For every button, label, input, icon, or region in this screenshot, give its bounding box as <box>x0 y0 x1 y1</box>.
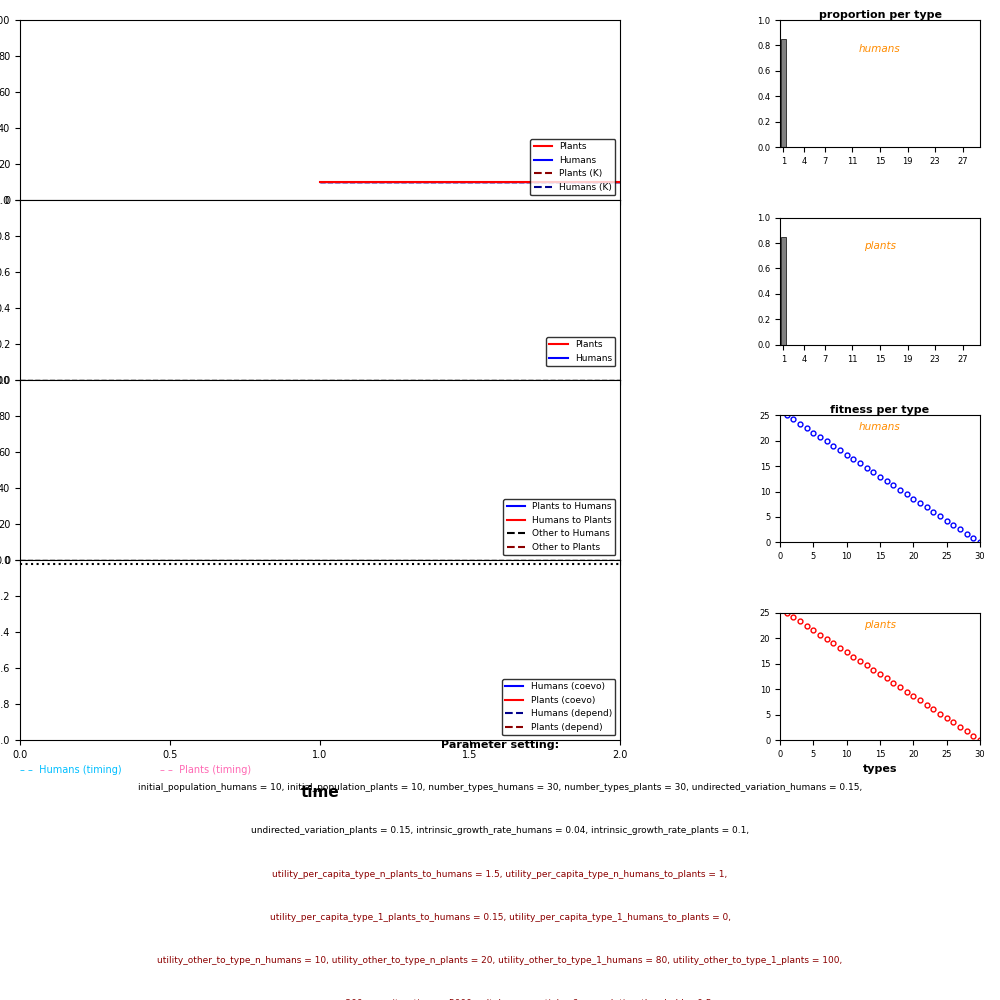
Legend: Plants, Humans: Plants, Humans <box>546 337 615 366</box>
Text: Parameter setting:: Parameter setting: <box>441 740 559 750</box>
X-axis label: types: types <box>863 764 897 774</box>
Text: undirected_variation_plants = 0.15, intrinsic_growth_rate_humans = 0.04, intrins: undirected_variation_plants = 0.15, intr… <box>251 826 749 835</box>
Text: initial_population_humans = 10, initial_population_plants = 10, number_types_hum: initial_population_humans = 10, initial_… <box>138 783 862 792</box>
Text: utility_per_capita_type_n_plants_to_humans = 1.5, utility_per_capita_type_n_huma: utility_per_capita_type_n_plants_to_huma… <box>272 870 728 879</box>
Text: humans: humans <box>859 422 901 432</box>
Bar <box>781 237 786 345</box>
Text: plants: plants <box>864 241 896 251</box>
Text: – –  Humans (timing): – – Humans (timing) <box>20 765 122 775</box>
Legend: Humans (coevo), Plants (coevo), Humans (depend), Plants (depend): Humans (coevo), Plants (coevo), Humans (… <box>502 679 615 735</box>
Bar <box>781 39 786 147</box>
Legend: Plants to Humans, Humans to Plants, Other to Humans, Other to Plants: Plants to Humans, Humans to Plants, Othe… <box>503 499 615 555</box>
Title: proportion per type: proportion per type <box>819 10 942 20</box>
Title: fitness per type: fitness per type <box>830 405 930 415</box>
Text: plants: plants <box>864 620 896 630</box>
Text: – –  Plants (timing): – – Plants (timing) <box>160 765 251 775</box>
Text: humans: humans <box>859 44 901 54</box>
Text: utility_other_to_type_n_humans = 10, utility_other_to_type_n_plants = 20, utilit: utility_other_to_type_n_humans = 10, uti… <box>157 956 843 965</box>
Text: time: time <box>301 785 339 800</box>
Legend: Plants, Humans, Plants (K), Humans (K): Plants, Humans, Plants (K), Humans (K) <box>530 139 615 195</box>
Text: utility_per_capita_type_1_plants_to_humans = 0.15, utility_per_capita_type_1_hum: utility_per_capita_type_1_plants_to_huma… <box>270 913 730 922</box>
